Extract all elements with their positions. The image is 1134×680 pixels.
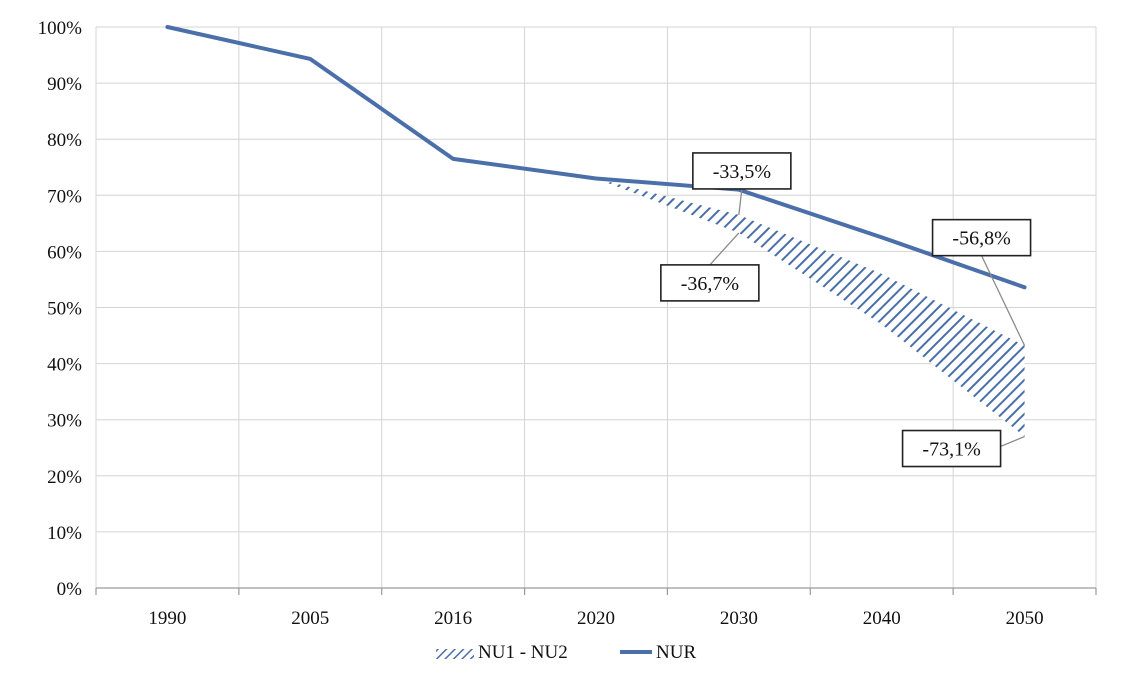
annotation-callout: -36,7%: [660, 232, 760, 302]
annotation-label: -56,8%: [952, 228, 1010, 250]
annotation-label: -33,5%: [713, 161, 771, 183]
legend-item-nu1-nu2: NU1 - NU2: [436, 642, 568, 663]
x-tick-label: 1990: [148, 608, 186, 629]
axes: 0% 10% 20% 30% 40% 50% 60% 70% 80% 90% 100% 1990 200…: [38, 18, 1097, 629]
legend: NU1 - NU2 NUR: [436, 642, 696, 663]
y-tick-label: 10%: [47, 523, 82, 544]
y-tick-label: 70%: [47, 186, 82, 207]
x-tick-label: 2050: [1006, 608, 1044, 629]
x-tick-label: 2020: [577, 608, 615, 629]
y-tick-label: 100%: [38, 18, 83, 39]
line-nur: [165, 25, 1027, 290]
y-tick-label: 20%: [47, 467, 82, 488]
y-tick-label: 30%: [47, 411, 82, 432]
legend-item-nur: NUR: [620, 642, 696, 663]
legend-label: NU1 - NU2: [478, 642, 568, 663]
y-tick-label: 0%: [57, 579, 83, 600]
annotation-box: [660, 264, 760, 302]
annotation-box: [901, 429, 1002, 468]
annotation-leader: [980, 255, 1026, 346]
x-tick-label: 2040: [863, 608, 901, 629]
annotation-callout: -33,5%: [692, 152, 792, 216]
legend-swatch-hatched: [436, 649, 474, 659]
annotation-callout: -56,8%: [931, 218, 1032, 346]
y-tick-label: 90%: [47, 74, 82, 95]
grid-lines: [95, 26, 1097, 588]
x-tick-label: 2016: [434, 608, 472, 629]
annotation-box: [931, 218, 1032, 257]
annotation-label: -36,7%: [681, 273, 739, 295]
y-tick-label: 40%: [47, 355, 82, 376]
legend-label: NUR: [656, 642, 696, 663]
annotations: -33,5% -36,7% -56,8% -73,1%: [660, 152, 1032, 468]
annotation-leader: [709, 232, 740, 266]
band-area-nu1-nu2: [453, 158, 1025, 437]
annotation-callout: -73,1%: [901, 429, 1025, 468]
series: [165, 25, 1027, 437]
x-tick-label: 2005: [291, 608, 329, 629]
annotation-leader: [738, 188, 743, 216]
annotation-box: [692, 152, 792, 190]
y-tick-label: 80%: [47, 130, 82, 151]
x-tick-label: 2030: [720, 608, 758, 629]
y-tick-label: 50%: [47, 299, 82, 320]
annotation-label: -73,1%: [922, 439, 980, 461]
y-tick-label: 60%: [47, 242, 82, 263]
